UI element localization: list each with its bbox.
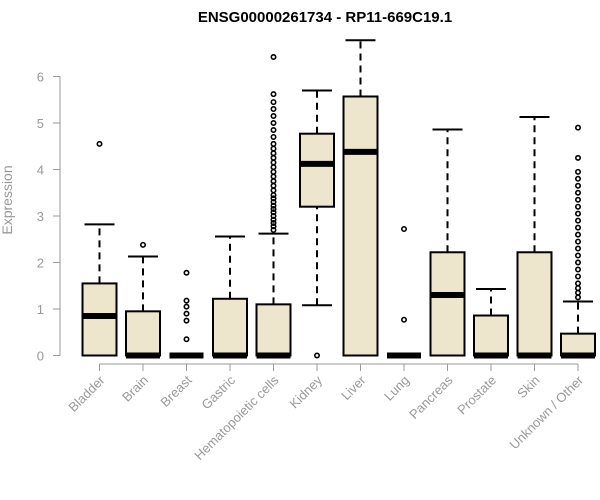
outlier-point [574,252,581,259]
outlier-point [270,133,277,140]
box [299,132,335,208]
outlier-point [574,189,581,196]
outlier-point [270,154,277,161]
x-tick-label: Liver [338,372,369,403]
y-tick-label: 5 [37,116,44,131]
outlier-point [183,269,190,276]
outlier-point [140,241,147,248]
outlier-point [270,223,277,230]
y-axis-label: Expression [0,165,15,234]
outlier-point [270,178,277,185]
outlier-point [574,285,581,292]
box [125,310,161,357]
outlier-point [574,168,581,175]
outlier-point [574,124,581,131]
outlier-point [270,164,277,171]
x-tick-label: Kidney [286,372,325,411]
outlier-point [183,303,190,310]
outlier-point [270,206,277,213]
outlier-point [183,317,190,324]
x-tick-label: Hematopoietic cells [191,372,282,463]
outlier-point [574,294,581,301]
outlier-point [270,182,277,189]
outlier-point [574,259,581,266]
x-tick-label: Skin [514,373,542,401]
outlier-point [574,217,581,224]
outlier-point [574,224,581,231]
outlier-point [270,126,277,133]
box [429,251,466,357]
outlier-point [270,91,277,98]
outlier-point [400,226,407,233]
outlier-point [574,266,581,273]
outlier-point [270,150,277,157]
outlier-point [270,219,277,226]
outlier-point [270,140,277,147]
outlier-point [270,113,277,120]
x-tick-label: Brain [119,373,151,405]
outlier-point [574,175,581,182]
x-tick-label: Unknown / Other [507,372,587,452]
outlier-point [574,273,581,280]
outlier-point [574,154,581,161]
outlier-point [270,145,277,152]
outlier-point [270,168,277,175]
outlier-point [270,106,277,113]
outlier-point [270,159,277,166]
x-tick-label: Pancreas [406,372,456,422]
y-tick-label: 3 [37,209,44,224]
outlier-point [270,53,277,60]
y-tick-label: 4 [37,163,44,178]
outlier-point [270,192,277,199]
outlier-point [574,238,581,245]
outlier-point [400,316,407,323]
y-tick-label: 2 [37,256,44,271]
x-tick-label: Bladder [65,372,108,415]
box [560,332,596,357]
y-tick-label: 1 [37,302,44,317]
x-tick-label: Prostate [454,373,499,418]
outlier-point [270,120,277,127]
box [516,251,553,357]
outlier-point [183,297,190,304]
outlier-point [574,231,581,238]
outlier-point [574,245,581,252]
box [473,314,509,357]
outlier-point [574,289,581,296]
box [81,282,118,357]
x-tick-label: Lung [381,373,412,404]
outlier-point [270,195,277,202]
outlier-point [183,310,190,317]
outlier-point [270,187,277,194]
outlier-point [183,336,190,343]
y-tick-label: 6 [37,70,44,85]
outlier-point [270,99,277,106]
outlier-point [270,173,277,180]
box [255,303,292,357]
outlier-point [574,210,581,217]
y-tick-label: 0 [37,349,44,364]
outlier-point [574,280,581,287]
chart-title: ENSG00000261734 - RP11-669C19.1 [198,9,452,26]
outlier-point [574,203,581,210]
outlier-point [574,182,581,189]
x-tick-label: Breast [157,372,194,409]
outlier-point [574,196,581,203]
x-tick-label: Gastric [198,372,238,412]
box [212,297,248,357]
outlier-point [313,352,320,359]
outlier-point [96,140,103,147]
box [342,95,379,357]
plot-area: 0 1 2 3 4 5 6 Bladder Brain Breast GastricHematopo… [37,39,596,463]
outlier-point [270,209,277,216]
